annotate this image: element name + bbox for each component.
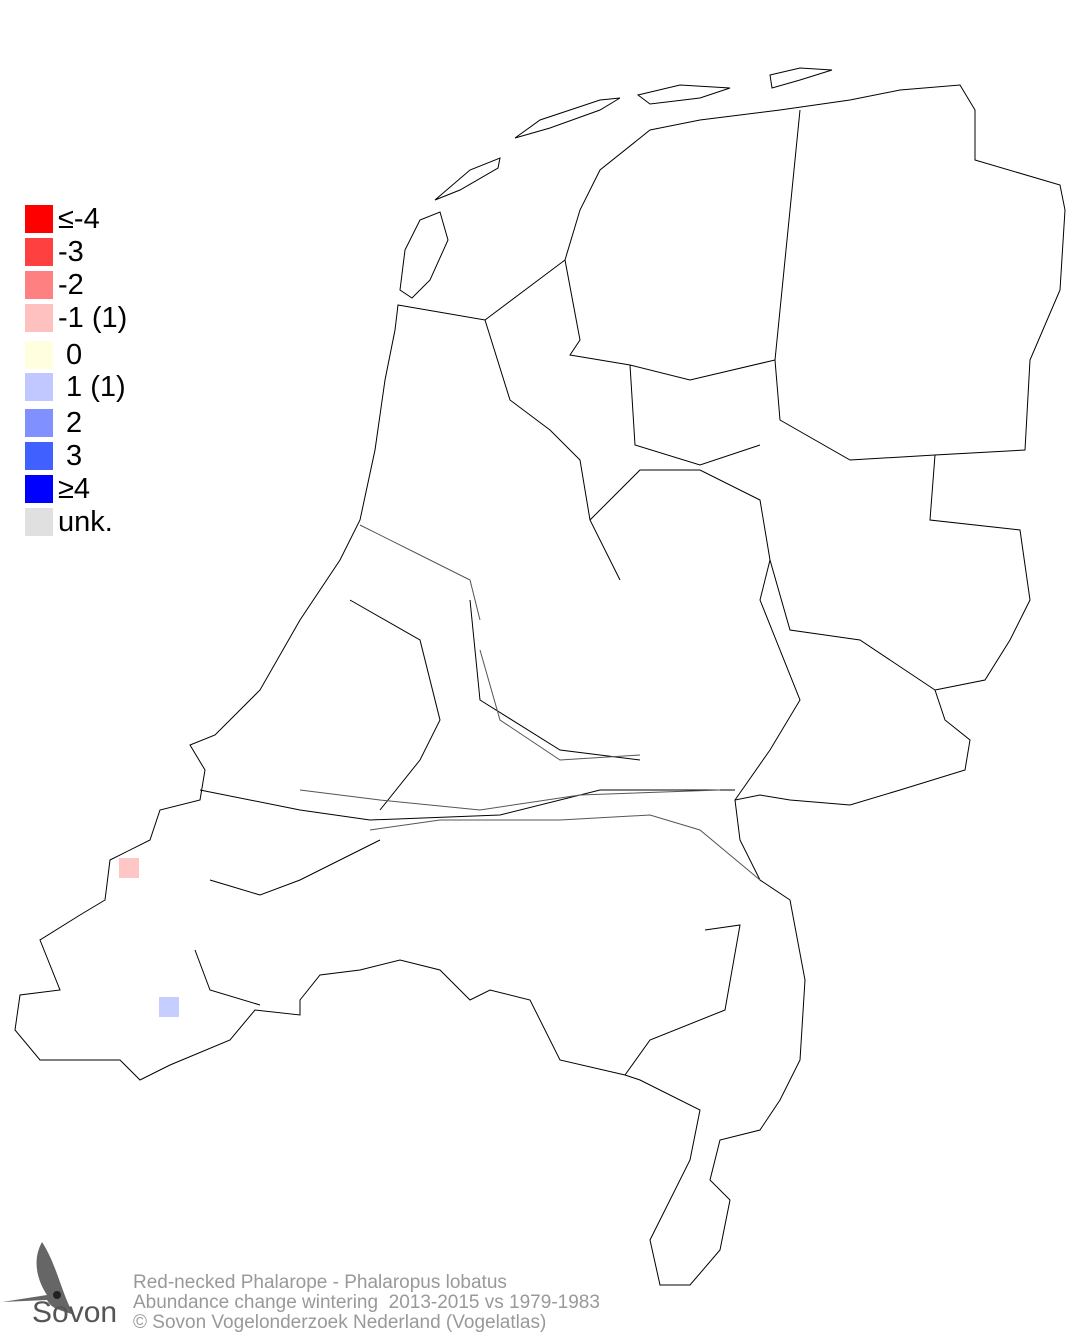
- legend-item: -1 (1): [25, 302, 128, 334]
- legend-swatch: [25, 442, 53, 470]
- legend-swatch: [25, 341, 53, 369]
- legend-swatch: [25, 271, 53, 299]
- legend-item: 1 (1): [25, 371, 126, 403]
- legend-label: 3: [58, 440, 83, 472]
- legend-label: 1 (1): [58, 371, 126, 403]
- cell-change-plus-1: [159, 997, 179, 1017]
- caption-species: Red-necked Phalarope - Phalaropus lobatu…: [133, 1272, 507, 1293]
- legend-label: unk.: [58, 506, 113, 538]
- cell-change-minus-1: [119, 858, 139, 878]
- legend-item: 2: [25, 407, 83, 439]
- sovon-logo-icon: [2, 1242, 74, 1315]
- legend-item: ≤-4: [25, 203, 100, 235]
- legend-swatch: [25, 475, 53, 503]
- legend-swatch: [25, 409, 53, 437]
- island-ameland: [636, 84, 731, 105]
- legend-label: 0: [58, 339, 83, 371]
- legend-label: 2: [58, 407, 83, 439]
- legend-swatch: [25, 373, 53, 401]
- island-terschelling: [514, 97, 621, 139]
- map-caption: Red-necked Phalarope - Phalaropus lobatu…: [133, 1273, 600, 1333]
- province-borders: [194, 109, 936, 1076]
- legend-label: -1 (1): [58, 302, 128, 334]
- island-schiermonnikoog: [769, 67, 833, 89]
- legend-label: ≥4: [58, 473, 91, 505]
- legend-label: -2: [58, 269, 84, 301]
- legend-swatch: [25, 304, 53, 332]
- legend-swatch: [25, 205, 53, 233]
- island-texel: [399, 211, 449, 299]
- legend-item: ≥4: [25, 473, 91, 505]
- island-vlieland: [434, 157, 501, 201]
- logo-text: Sovon: [32, 1296, 118, 1329]
- legend-label: ≤-4: [58, 203, 100, 235]
- legend-item: 0: [25, 339, 83, 371]
- legend-item: unk.: [25, 506, 113, 538]
- caption-copyright: © Sovon Vogelonderzoek Nederland (Vogela…: [133, 1312, 547, 1333]
- caption-description: Abundance change wintering 2013-2015 vs …: [133, 1292, 600, 1313]
- legend-swatch: [25, 238, 53, 266]
- legend-item: -2: [25, 269, 84, 301]
- legend-item: 3: [25, 440, 83, 472]
- rivers: [299, 524, 761, 881]
- country-outline: [14, 84, 1066, 1286]
- legend-item: -3: [25, 236, 84, 268]
- legend-swatch: [25, 508, 53, 536]
- legend-label: -3: [58, 236, 84, 268]
